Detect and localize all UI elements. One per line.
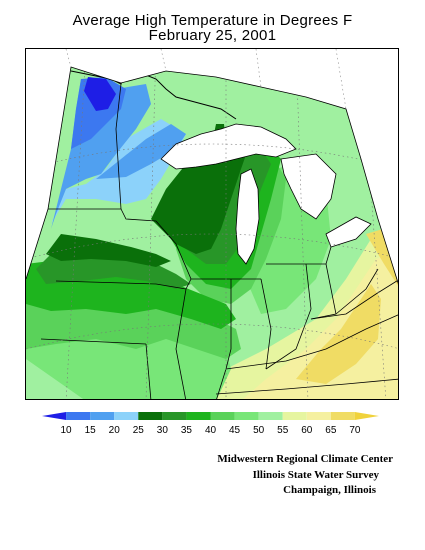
outer-graticule: [65, 49, 347, 110]
lake-erie: [325, 216, 372, 248]
legend-swatch: [186, 412, 211, 420]
legend-label: 65: [325, 425, 337, 436]
legend-label: 30: [157, 425, 169, 436]
zone-30: [46, 234, 171, 267]
state-boundaries: [26, 83, 398, 399]
color-legend: 10 15 20 25 30 35 40 45 50 55 60 65 70: [38, 410, 383, 440]
credit-location: Champaign, Illinois: [283, 484, 376, 496]
map-date: February 25, 2001: [148, 27, 277, 44]
legend-label: 50: [253, 425, 265, 436]
graticule: [26, 67, 398, 399]
canada-border: [70, 68, 237, 120]
legend-swatch: [282, 412, 307, 420]
legend-swatch: [234, 412, 259, 420]
legend-label: 45: [229, 425, 241, 436]
lake-superior: [160, 123, 297, 170]
legend-swatch: [306, 412, 331, 420]
legend-swatch: [258, 412, 283, 420]
legend-swatch: [90, 412, 115, 420]
lake-huron: [280, 153, 337, 220]
zone-10: [84, 77, 116, 111]
map-title: Average High Temperature in Degrees F: [72, 12, 353, 29]
legend-swatch: [210, 412, 235, 420]
temperature-map: [25, 48, 399, 400]
legend-swatch: [114, 412, 139, 420]
legend-swatch: [42, 412, 67, 420]
legend-swatch: [162, 412, 187, 420]
legend-swatch: [66, 412, 91, 420]
legend-swatch: [138, 412, 163, 420]
credit-survey: Illinois State Water Survey: [252, 469, 379, 481]
legend-label: 15: [85, 425, 97, 436]
legend-label: 60: [301, 425, 313, 436]
zone-65: [241, 249, 398, 399]
zone-70: [296, 284, 381, 384]
legend-label: 10: [61, 425, 73, 436]
legend-label: 40: [205, 425, 217, 436]
lake-michigan: [235, 168, 260, 265]
legend-label: 35: [181, 425, 193, 436]
map-edge: [26, 66, 398, 284]
legend-label: 70: [349, 425, 361, 436]
legend-label: 20: [109, 425, 121, 436]
legend-swatch: [354, 412, 379, 420]
legend-swatch: [330, 412, 355, 420]
legend-label: 25: [133, 425, 145, 436]
credit-organization: Midwestern Regional Climate Center: [217, 453, 393, 465]
legend-label: 55: [277, 425, 289, 436]
